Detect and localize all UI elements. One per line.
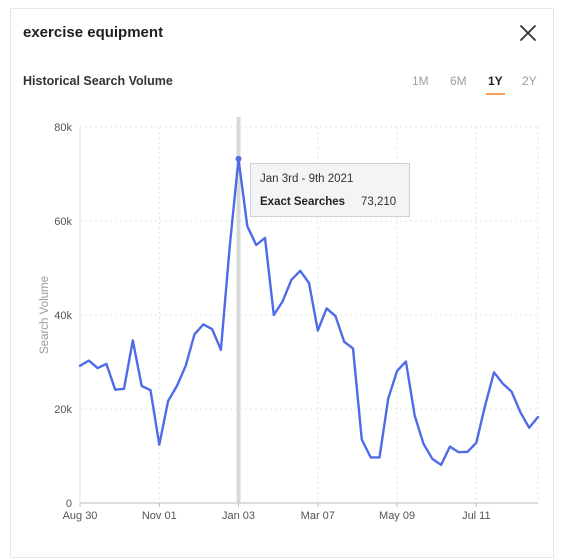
hover-highlight-band — [236, 117, 241, 503]
range-6m-tab[interactable]: 6M — [450, 74, 467, 88]
panel-title: exercise equipment — [23, 24, 164, 41]
search-volume-line — [78, 157, 540, 467]
range-1y-tab[interactable]: 1Y — [486, 74, 505, 95]
y-tick-label: 20k — [54, 404, 72, 416]
y-tick-label: 0 — [66, 498, 72, 510]
y-axis-title: Search Volume — [39, 276, 51, 354]
x-tick-label: Mar 07 — [301, 510, 335, 522]
y-tick-label: 60k — [54, 216, 72, 228]
keyword-panel — [10, 8, 554, 558]
tooltip-value: 73,210 — [361, 196, 397, 208]
x-tick-label: Jul 11 — [462, 510, 491, 522]
tooltip-date: Jan 3rd - 9th 2021 — [260, 173, 354, 185]
range-2y-tab[interactable]: 2Y — [522, 74, 537, 88]
x-tick-label: Aug 30 — [63, 510, 98, 522]
range-1m-tab[interactable]: 1M — [412, 74, 429, 88]
x-tick-label: Jan 03 — [222, 510, 255, 522]
x-tick-label: Nov 01 — [142, 510, 177, 522]
x-tick-label: May 09 — [379, 510, 415, 522]
section-title: Historical Search Volume — [23, 74, 173, 88]
close-icon[interactable] — [515, 20, 541, 46]
chart-tooltip: Jan 3rd - 9th 2021 Exact Searches 73,210 — [250, 163, 410, 217]
time-range-selector: 1M 6M 1Y 2Y — [400, 74, 550, 98]
y-tick-label: 80k — [54, 122, 72, 134]
tooltip-label: Exact Searches — [260, 196, 346, 208]
y-tick-label: 40k — [54, 310, 72, 322]
highlighted-data-point — [235, 155, 242, 162]
